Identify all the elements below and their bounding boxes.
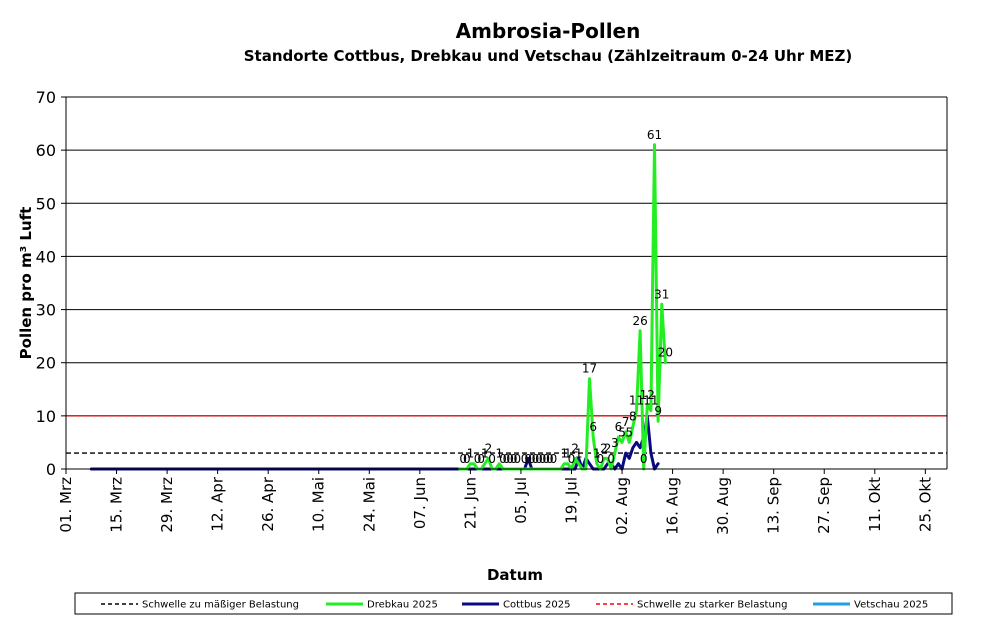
data-label: 2 [600, 441, 608, 455]
data-label: 0 [568, 452, 576, 466]
y-tick-label: 0 [46, 460, 56, 479]
threshold-lines [66, 415, 947, 454]
data-label: 1 [564, 447, 572, 461]
y-tick-label: 40 [36, 247, 56, 266]
data-label: 11 [629, 394, 644, 408]
x-tick-label: 10. Mai [310, 477, 328, 532]
data-label: 0 [514, 452, 522, 466]
data-label: 12 [640, 388, 655, 402]
data-label: 17 [582, 362, 597, 376]
data-label: 3 [611, 436, 619, 450]
data-label: 0 [524, 452, 532, 466]
y-tick-label: 20 [36, 354, 56, 373]
data-label: 0 [510, 452, 518, 466]
data-label: 0 [506, 452, 514, 466]
y-tick-label: 30 [36, 301, 56, 320]
chart-title: Ambrosia-Pollen [456, 19, 641, 43]
x-tick-label: 19. Jul [562, 477, 580, 524]
chart-subtitle: Standorte Cottbus, Drebkau und Vetschau … [244, 47, 853, 65]
x-tick-label: 11. Okt [866, 477, 884, 532]
y-axis-label: Pollen pro m³ Luft [17, 207, 35, 360]
x-tick-label: 07. Jun [411, 477, 429, 529]
legend-box [74, 592, 953, 615]
x-tick-label: 26. Apr [259, 476, 277, 531]
legend-label: Schwelle zu starker Belastung [637, 600, 788, 611]
data-label: 1 [495, 447, 503, 461]
x-tick-label: 24. Mai [360, 477, 378, 532]
legend-label: Vetschau 2025 [854, 600, 928, 611]
data-label: 0 [474, 452, 482, 466]
x-tick-label: 05. Jul [512, 477, 530, 524]
data-label: 0 [607, 452, 615, 466]
x-tick-label: 30. Aug [714, 477, 732, 535]
data-label: 2 [485, 441, 493, 455]
data-label: 11 [643, 394, 658, 408]
y-tick-label: 50 [36, 194, 56, 213]
data-label: 0 [535, 452, 543, 466]
x-tick-label: 12. Apr [209, 476, 227, 531]
legend-label: Schwelle zu mäßiger Belastung [142, 600, 299, 611]
axes [65, 97, 948, 470]
data-label: 0 [528, 452, 536, 466]
x-tick-label: 16. Aug [664, 477, 682, 535]
x-tick-label: 29. Mrz [158, 477, 176, 533]
y-tick-label: 60 [36, 141, 56, 160]
data-label: 2 [571, 441, 579, 455]
data-label: 31 [654, 287, 669, 301]
data-label: 7 [622, 415, 630, 429]
data-label: 61 [647, 128, 662, 142]
data-label: 6 [615, 420, 623, 434]
data-label: 26 [632, 314, 647, 328]
data-label: 0 [503, 452, 511, 466]
data-label: 0 [459, 452, 467, 466]
data-label: 1 [467, 447, 475, 461]
y-axis-ticks: 0 10 20 30 40 50 60 70 [36, 88, 66, 479]
data-label: 1 [560, 447, 568, 461]
data-label: 1 [481, 447, 489, 461]
data-label: 0 [463, 452, 471, 466]
data-label: 5 [618, 425, 626, 439]
data-label: 0 [597, 452, 605, 466]
data-label: 20 [658, 346, 673, 360]
data-label: 6 [589, 420, 597, 434]
data-label: 8 [629, 409, 637, 423]
data-label: 0 [550, 452, 558, 466]
grid-lines [66, 96, 947, 417]
x-tick-label: 01. Mrz [57, 477, 75, 533]
data-label: 0 [532, 452, 540, 466]
data-label: 9 [654, 404, 662, 418]
legend-label: Cottbus 2025 [503, 600, 570, 611]
data-label: 1 [593, 447, 601, 461]
legend: Schwelle zu mäßiger Belastung Drebkau 202… [74, 592, 953, 615]
data-label: 0 [521, 452, 529, 466]
data-label: 0 [477, 452, 485, 466]
data-label: 0 [539, 452, 547, 466]
x-tick-label: 02. Aug [613, 477, 631, 535]
plot-area [66, 97, 947, 469]
data-label: 0 [546, 452, 554, 466]
plot-frame [66, 97, 947, 469]
data-label: 0 [542, 452, 550, 466]
data-label: 1 [575, 447, 583, 461]
x-tick-label: 13. Sep [765, 477, 783, 534]
x-axis-label: Datum [487, 566, 543, 584]
y-tick-label: 10 [36, 407, 56, 426]
data-label: 0 [640, 452, 648, 466]
x-tick-label: 15. Mrz [108, 477, 126, 533]
legend-label: Drebkau 2025 [367, 600, 438, 611]
data-label: 5 [625, 425, 633, 439]
y-tick-label: 70 [36, 88, 56, 107]
x-axis-ticks: 01. Mrz 15. Mrz 29. Mrz 12. Apr 26. Apr 10. M… [57, 469, 934, 535]
data-label: 0 [499, 452, 507, 466]
data-label: 0 [488, 452, 496, 466]
x-tick-label: 27. Sep [815, 477, 833, 534]
x-tick-label: 21. Jun [461, 477, 479, 529]
x-tick-label: 25. Okt [916, 477, 934, 532]
data-label: 2 [604, 441, 612, 455]
